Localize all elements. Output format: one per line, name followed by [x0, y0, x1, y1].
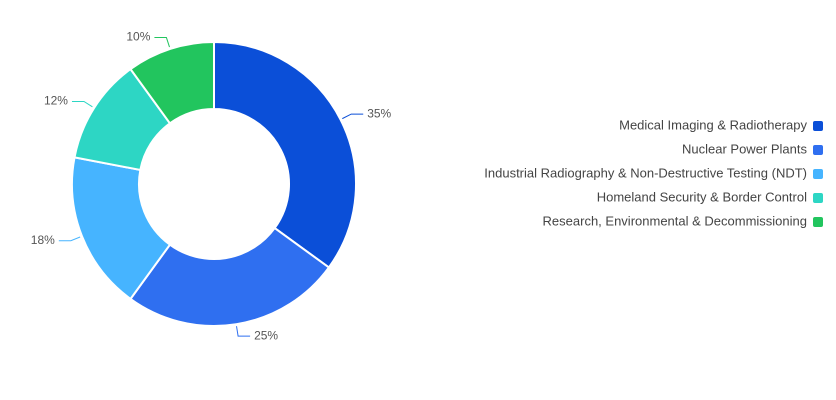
slice: [129, 40, 215, 125]
legend-label[interactable]: Medical Imaging & Radiotherapy: [619, 117, 807, 132]
leader-line: [236, 326, 251, 337]
legend-swatch[interactable]: [813, 169, 823, 179]
data-label: 25%: [254, 328, 278, 342]
data-label: 12%: [44, 94, 68, 108]
legend-swatch[interactable]: [813, 121, 823, 131]
slice: [213, 40, 357, 269]
data-label: 10%: [126, 30, 150, 44]
legend-swatch[interactable]: [813, 145, 823, 155]
legend-label[interactable]: Research, Environmental & Decommissionin…: [543, 213, 807, 228]
legend-label[interactable]: Homeland Security & Border Control: [597, 189, 807, 204]
data-label: 35%: [367, 106, 391, 120]
legend-swatch[interactable]: [813, 217, 823, 227]
slice: [71, 156, 172, 301]
legend-label[interactable]: Industrial Radiography & Non-Destructive…: [484, 165, 807, 180]
leader-line: [71, 100, 93, 108]
leader-line: [154, 37, 170, 48]
data-label: 18%: [31, 233, 55, 247]
leader-line: [58, 236, 81, 242]
legend-label[interactable]: Nuclear Power Plants: [682, 141, 807, 156]
leader-line: [342, 113, 364, 120]
slice: [129, 226, 331, 327]
legend-swatch[interactable]: [813, 193, 823, 203]
